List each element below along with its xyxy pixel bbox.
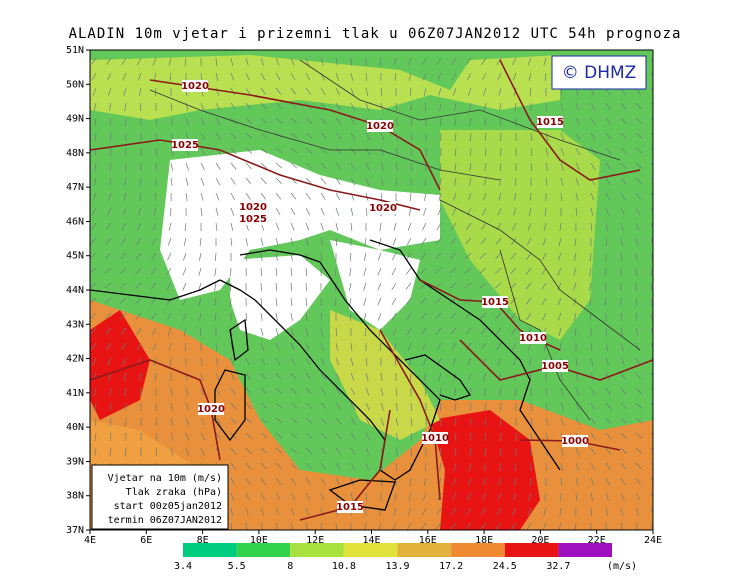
colorbar-swatch (183, 543, 237, 557)
colorbar-label: 3.4 (174, 561, 192, 572)
lat-label: 42N (66, 354, 84, 365)
lat-label: 44N (66, 285, 84, 296)
lon-label: 24E (644, 535, 662, 546)
isobar-label: 1025 (239, 214, 267, 225)
colorbar-label: 8 (287, 561, 293, 572)
colorbar-label: 32.7 (546, 561, 570, 572)
isobar-label: 1020 (366, 121, 394, 132)
isobar-label: 1015 (481, 297, 509, 308)
info-line: Tlak zraka (hPa) (126, 487, 222, 498)
colorbar-swatch (344, 543, 398, 557)
colorbar-label: 10.8 (332, 561, 356, 572)
lat-label: 46N (66, 216, 84, 227)
isobar-label: 1020 (369, 203, 397, 214)
lon-label: 4E (84, 535, 96, 546)
copyright: © DHMZ (562, 63, 637, 83)
lat-label: 38N (66, 491, 84, 502)
lat-label: 50N (66, 79, 84, 90)
isobar-label: 1020 (197, 404, 225, 415)
isobar-label: 1005 (541, 361, 569, 372)
colorbar-label: 17.2 (439, 561, 463, 572)
colorbar-swatch (398, 543, 452, 557)
lat-label: 37N (66, 525, 84, 536)
lat-label: 51N (66, 45, 84, 56)
lat-label: 41N (66, 388, 84, 399)
colorbar-swatch (558, 543, 612, 557)
isobar-label: 1025 (171, 140, 199, 151)
colorbar-swatch (237, 543, 291, 557)
lat-label: 40N (66, 422, 84, 433)
lat-label: 39N (66, 456, 84, 467)
lon-label: 6E (140, 535, 152, 546)
info-line: termin 06Z07JAN2012 (108, 515, 222, 526)
isobar-label: 1000 (561, 436, 589, 447)
map-title: ALADIN 10m vjetar i prizemni tlak u 06Z0… (69, 26, 682, 42)
isobar-label: 1020 (181, 81, 209, 92)
colorbar-label: 5.5 (228, 561, 246, 572)
colorbar-swatch (505, 543, 559, 557)
lat-label: 47N (66, 182, 84, 193)
isobar-label: 1015 (536, 117, 564, 128)
colorbar: 3.4 5.5 8 10.8 13.9 17.2 24.5 32.7 (m/s) (174, 543, 637, 572)
colorbar-unit: (m/s) (607, 561, 637, 572)
colorbar-label: 13.9 (385, 561, 409, 572)
isobar-label: 1010 (519, 333, 547, 344)
lat-label: 43N (66, 319, 84, 330)
colorbar-swatch (290, 543, 344, 557)
info-line: Vjetar na 10m (m/s) (108, 473, 222, 484)
info-line: start 00z05jan2012 (114, 501, 222, 512)
colorbar-label: 24.5 (493, 561, 517, 572)
lat-label: 45N (66, 251, 84, 262)
colorbar-swatch (451, 543, 505, 557)
lat-label: 48N (66, 148, 84, 159)
isobar-label: 1010 (421, 433, 449, 444)
lat-label: 49N (66, 114, 84, 125)
isobar-label: 1020 (239, 202, 267, 213)
isobar-label: 1015 (336, 502, 364, 513)
